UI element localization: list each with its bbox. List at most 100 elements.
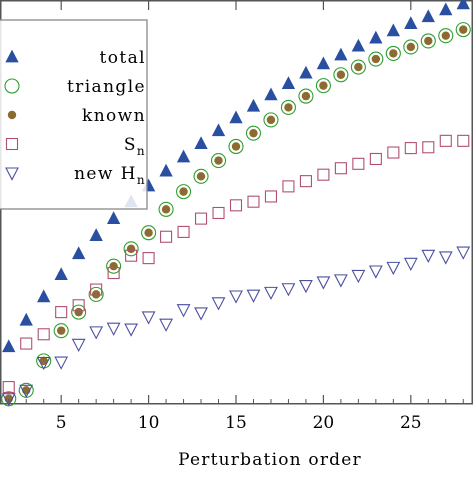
data-point xyxy=(123,241,139,257)
data-point xyxy=(438,28,454,44)
data-point xyxy=(334,47,348,61)
data-point xyxy=(299,279,313,294)
data-point xyxy=(210,153,227,169)
data-point xyxy=(106,258,122,274)
x-tick-label: 20 xyxy=(313,413,335,433)
data-point xyxy=(231,142,241,151)
data-point xyxy=(333,274,348,288)
legend-label: new Hn xyxy=(74,164,146,187)
data-point xyxy=(422,141,435,154)
data-point xyxy=(1,393,16,407)
data-point xyxy=(106,322,121,336)
data-point xyxy=(456,246,471,260)
x-tick-label: 10 xyxy=(138,413,160,433)
data-point xyxy=(247,195,260,208)
data-point xyxy=(455,22,471,38)
data-point xyxy=(54,356,69,370)
data-point xyxy=(212,206,225,220)
data-point xyxy=(387,146,400,159)
data-point xyxy=(229,290,243,304)
data-point xyxy=(91,290,101,299)
data-point xyxy=(126,244,136,254)
legend: total triangle known Sn new Hn xyxy=(0,19,148,210)
data-point xyxy=(351,269,366,284)
x-tick-label: 15 xyxy=(225,413,247,433)
data-point xyxy=(266,115,276,125)
data-point xyxy=(107,266,120,280)
data-point xyxy=(280,99,296,115)
legend-marker xyxy=(4,78,20,94)
data-point xyxy=(19,312,33,326)
data-point xyxy=(316,276,331,290)
data-point xyxy=(421,249,436,263)
data-point xyxy=(2,381,15,394)
data-point xyxy=(421,9,435,23)
data-point xyxy=(194,307,208,321)
series-sn xyxy=(2,134,470,394)
data-point xyxy=(56,326,66,335)
data-point xyxy=(39,356,48,366)
legend-marker xyxy=(5,167,19,181)
data-point xyxy=(350,59,366,75)
data-point xyxy=(194,136,208,150)
data-point xyxy=(249,128,258,138)
data-point xyxy=(141,225,157,241)
data-point xyxy=(19,384,34,398)
legend-marker xyxy=(5,137,19,151)
data-point xyxy=(301,91,311,101)
data-point xyxy=(176,304,191,318)
data-point xyxy=(211,297,226,311)
data-point xyxy=(228,138,244,155)
data-point xyxy=(298,88,314,104)
data-point xyxy=(53,323,69,339)
data-point xyxy=(176,184,192,200)
data-point xyxy=(55,306,68,319)
data-point xyxy=(315,78,331,94)
data-point xyxy=(109,261,118,271)
data-point xyxy=(246,98,261,112)
data-point xyxy=(334,162,347,175)
data-point xyxy=(71,304,87,320)
legend-label: known xyxy=(82,106,146,126)
data-point xyxy=(264,286,278,301)
data-point xyxy=(89,228,103,241)
data-point xyxy=(88,286,104,302)
data-point xyxy=(71,338,86,353)
x-axis-ticks: 5 10 15 20 25 xyxy=(8,1,464,433)
x-tick-label: 5 xyxy=(56,413,67,433)
data-point xyxy=(37,289,51,303)
data-point xyxy=(193,168,209,184)
data-point xyxy=(263,112,279,128)
legend-label: Sn xyxy=(124,135,146,158)
data-point xyxy=(72,246,86,260)
data-point xyxy=(424,36,433,46)
data-point xyxy=(264,190,278,203)
data-point xyxy=(368,51,384,67)
data-point xyxy=(246,289,261,303)
data-point xyxy=(319,81,328,90)
data-point xyxy=(36,356,51,371)
data-point xyxy=(406,42,416,52)
data-point xyxy=(229,199,243,212)
data-point xyxy=(282,180,295,193)
legend-marker xyxy=(5,49,19,63)
data-point xyxy=(389,49,398,58)
series-known xyxy=(4,25,468,403)
data-point xyxy=(385,45,401,61)
data-point xyxy=(89,326,104,340)
data-point xyxy=(159,163,173,177)
data-point xyxy=(281,76,296,90)
data-point xyxy=(351,38,366,52)
legend-box xyxy=(0,19,148,210)
data-point xyxy=(368,265,383,279)
data-point xyxy=(404,16,418,29)
data-point xyxy=(386,261,401,276)
data-point xyxy=(106,211,121,225)
data-point xyxy=(439,2,453,16)
data-point xyxy=(403,257,418,272)
data-point xyxy=(177,225,190,238)
data-point xyxy=(281,283,296,297)
data-point xyxy=(125,249,138,262)
data-point xyxy=(74,307,83,317)
